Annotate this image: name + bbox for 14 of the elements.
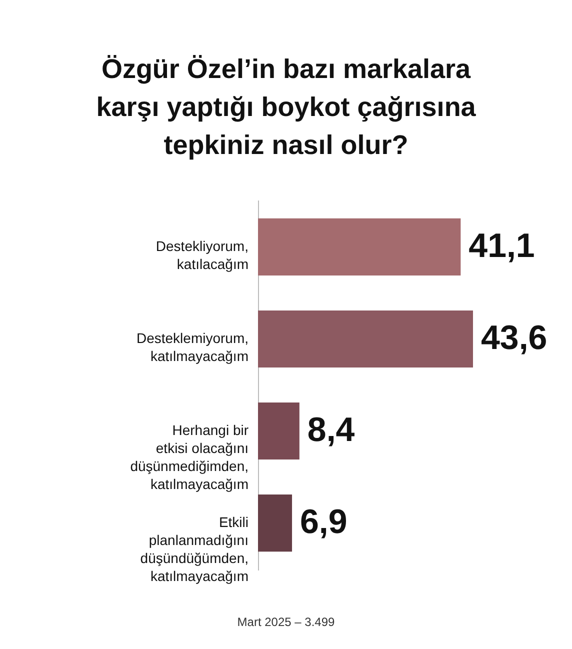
data-label: 8,4 xyxy=(307,411,355,450)
y-tick-label: Herhangi bir etkisi olacağını düşünmediğimden, katılmayacağım xyxy=(130,422,249,492)
bar xyxy=(258,494,292,552)
chart-title: Özgür Özel’in bazı markalara karşı yaptığı boykot çağrısına tepkiniz nasıl olur? xyxy=(96,54,477,160)
bar xyxy=(258,218,461,276)
data-label: 43,6 xyxy=(481,318,548,357)
y-tick-label: Destekliyorum, katılacağım xyxy=(156,238,248,272)
data-label: 41,1 xyxy=(468,226,535,265)
text: Mart 2025 – 3.499 xyxy=(237,615,336,629)
data-label: 6,9 xyxy=(300,503,348,542)
bar xyxy=(258,402,300,460)
bar xyxy=(258,310,473,368)
y-tick-label: Etkili planlanmadığını düşündüğümden, katılmayacağım xyxy=(140,514,248,584)
y-tick-label: Desteklemiyorum, katılmayacağım xyxy=(136,330,248,364)
